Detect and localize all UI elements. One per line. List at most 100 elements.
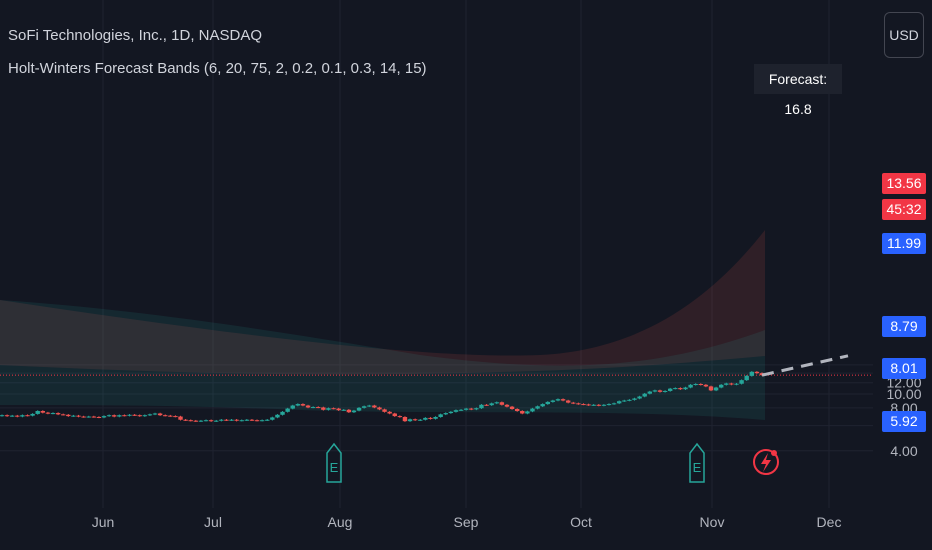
candle[interactable] — [188, 419, 193, 422]
candle[interactable] — [397, 415, 403, 418]
candle[interactable] — [448, 411, 454, 414]
candle[interactable] — [295, 403, 301, 407]
candle[interactable] — [407, 418, 413, 422]
candle[interactable] — [703, 384, 709, 388]
candle[interactable] — [494, 401, 499, 405]
candle[interactable] — [290, 404, 295, 410]
candle[interactable] — [117, 414, 122, 418]
candle[interactable] — [127, 414, 132, 417]
candle[interactable] — [40, 410, 46, 414]
candle[interactable] — [438, 413, 443, 418]
candle[interactable] — [576, 402, 581, 405]
candle[interactable] — [336, 407, 341, 411]
candle[interactable] — [326, 407, 331, 411]
candle[interactable] — [520, 410, 525, 415]
candle[interactable] — [591, 404, 596, 406]
candle[interactable] — [550, 399, 556, 403]
candle[interactable] — [739, 379, 744, 385]
candle[interactable] — [458, 409, 464, 411]
candle[interactable] — [586, 403, 591, 406]
candle[interactable] — [152, 412, 158, 416]
candle[interactable] — [555, 398, 561, 402]
candle[interactable] — [423, 417, 428, 421]
candle[interactable] — [55, 412, 61, 416]
candle[interactable] — [214, 419, 219, 422]
candle[interactable] — [15, 414, 20, 418]
candle[interactable] — [402, 416, 408, 422]
candle[interactable] — [565, 399, 571, 404]
candle[interactable] — [372, 404, 377, 409]
candle[interactable] — [514, 408, 520, 412]
candle[interactable] — [270, 416, 275, 421]
candle[interactable] — [249, 419, 255, 421]
candle[interactable] — [683, 386, 688, 390]
candle[interactable] — [25, 414, 30, 417]
candle[interactable] — [744, 375, 749, 381]
candle[interactable] — [316, 406, 321, 409]
candle[interactable] — [698, 383, 703, 386]
candle[interactable] — [560, 398, 566, 402]
candle[interactable] — [724, 382, 729, 386]
candle[interactable] — [469, 407, 474, 411]
candle[interactable] — [632, 397, 637, 401]
candle[interactable] — [606, 403, 612, 406]
candle[interactable] — [106, 414, 112, 417]
candle[interactable] — [239, 419, 244, 422]
candle[interactable] — [361, 405, 367, 409]
candle[interactable] — [382, 408, 387, 413]
candle[interactable] — [754, 371, 760, 374]
candle[interactable] — [627, 399, 632, 402]
candle[interactable] — [229, 419, 234, 421]
candle[interactable] — [377, 406, 382, 411]
candle[interactable] — [601, 404, 607, 407]
candle[interactable] — [428, 417, 433, 420]
candle[interactable] — [367, 404, 372, 408]
candle[interactable] — [474, 407, 479, 411]
candle[interactable] — [163, 414, 168, 417]
currency-button[interactable]: USD — [884, 12, 924, 58]
candle[interactable] — [285, 407, 290, 413]
candle[interactable] — [321, 406, 326, 411]
dividend-marker[interactable] — [753, 449, 779, 475]
candle[interactable] — [86, 415, 91, 418]
candle[interactable] — [0, 414, 5, 417]
candle[interactable] — [484, 404, 489, 406]
candle[interactable] — [535, 405, 540, 410]
candle[interactable] — [224, 419, 229, 421]
candle[interactable] — [142, 414, 148, 417]
candle[interactable] — [688, 384, 693, 389]
candle[interactable] — [137, 414, 142, 417]
candle[interactable] — [244, 419, 250, 421]
candle[interactable] — [310, 406, 316, 409]
candle[interactable] — [122, 414, 127, 417]
candle[interactable] — [616, 400, 622, 405]
candle[interactable] — [667, 387, 673, 392]
candle[interactable] — [463, 407, 469, 411]
candle[interactable] — [734, 382, 739, 386]
candle[interactable] — [713, 386, 719, 392]
candle[interactable] — [35, 410, 40, 415]
candle[interactable] — [50, 412, 56, 415]
candle[interactable] — [66, 414, 71, 417]
candle[interactable] — [693, 383, 698, 386]
candle[interactable] — [193, 419, 199, 422]
candles[interactable] — [0, 371, 765, 422]
candle[interactable] — [178, 415, 183, 421]
candle[interactable] — [749, 371, 754, 377]
candle[interactable] — [254, 419, 260, 422]
candle[interactable] — [652, 389, 658, 393]
candle[interactable] — [412, 418, 418, 421]
candle[interactable] — [183, 419, 188, 421]
candle[interactable] — [61, 413, 66, 416]
candle[interactable] — [331, 407, 336, 410]
candle[interactable] — [76, 414, 81, 418]
candle[interactable] — [525, 410, 530, 415]
candle[interactable] — [101, 415, 107, 419]
candle[interactable] — [4, 414, 10, 417]
candle[interactable] — [433, 416, 438, 420]
candle[interactable] — [234, 419, 239, 422]
earnings-marker[interactable]: E — [689, 442, 705, 483]
candle[interactable] — [718, 384, 724, 389]
candle[interactable] — [530, 407, 535, 413]
candle[interactable] — [147, 413, 153, 416]
